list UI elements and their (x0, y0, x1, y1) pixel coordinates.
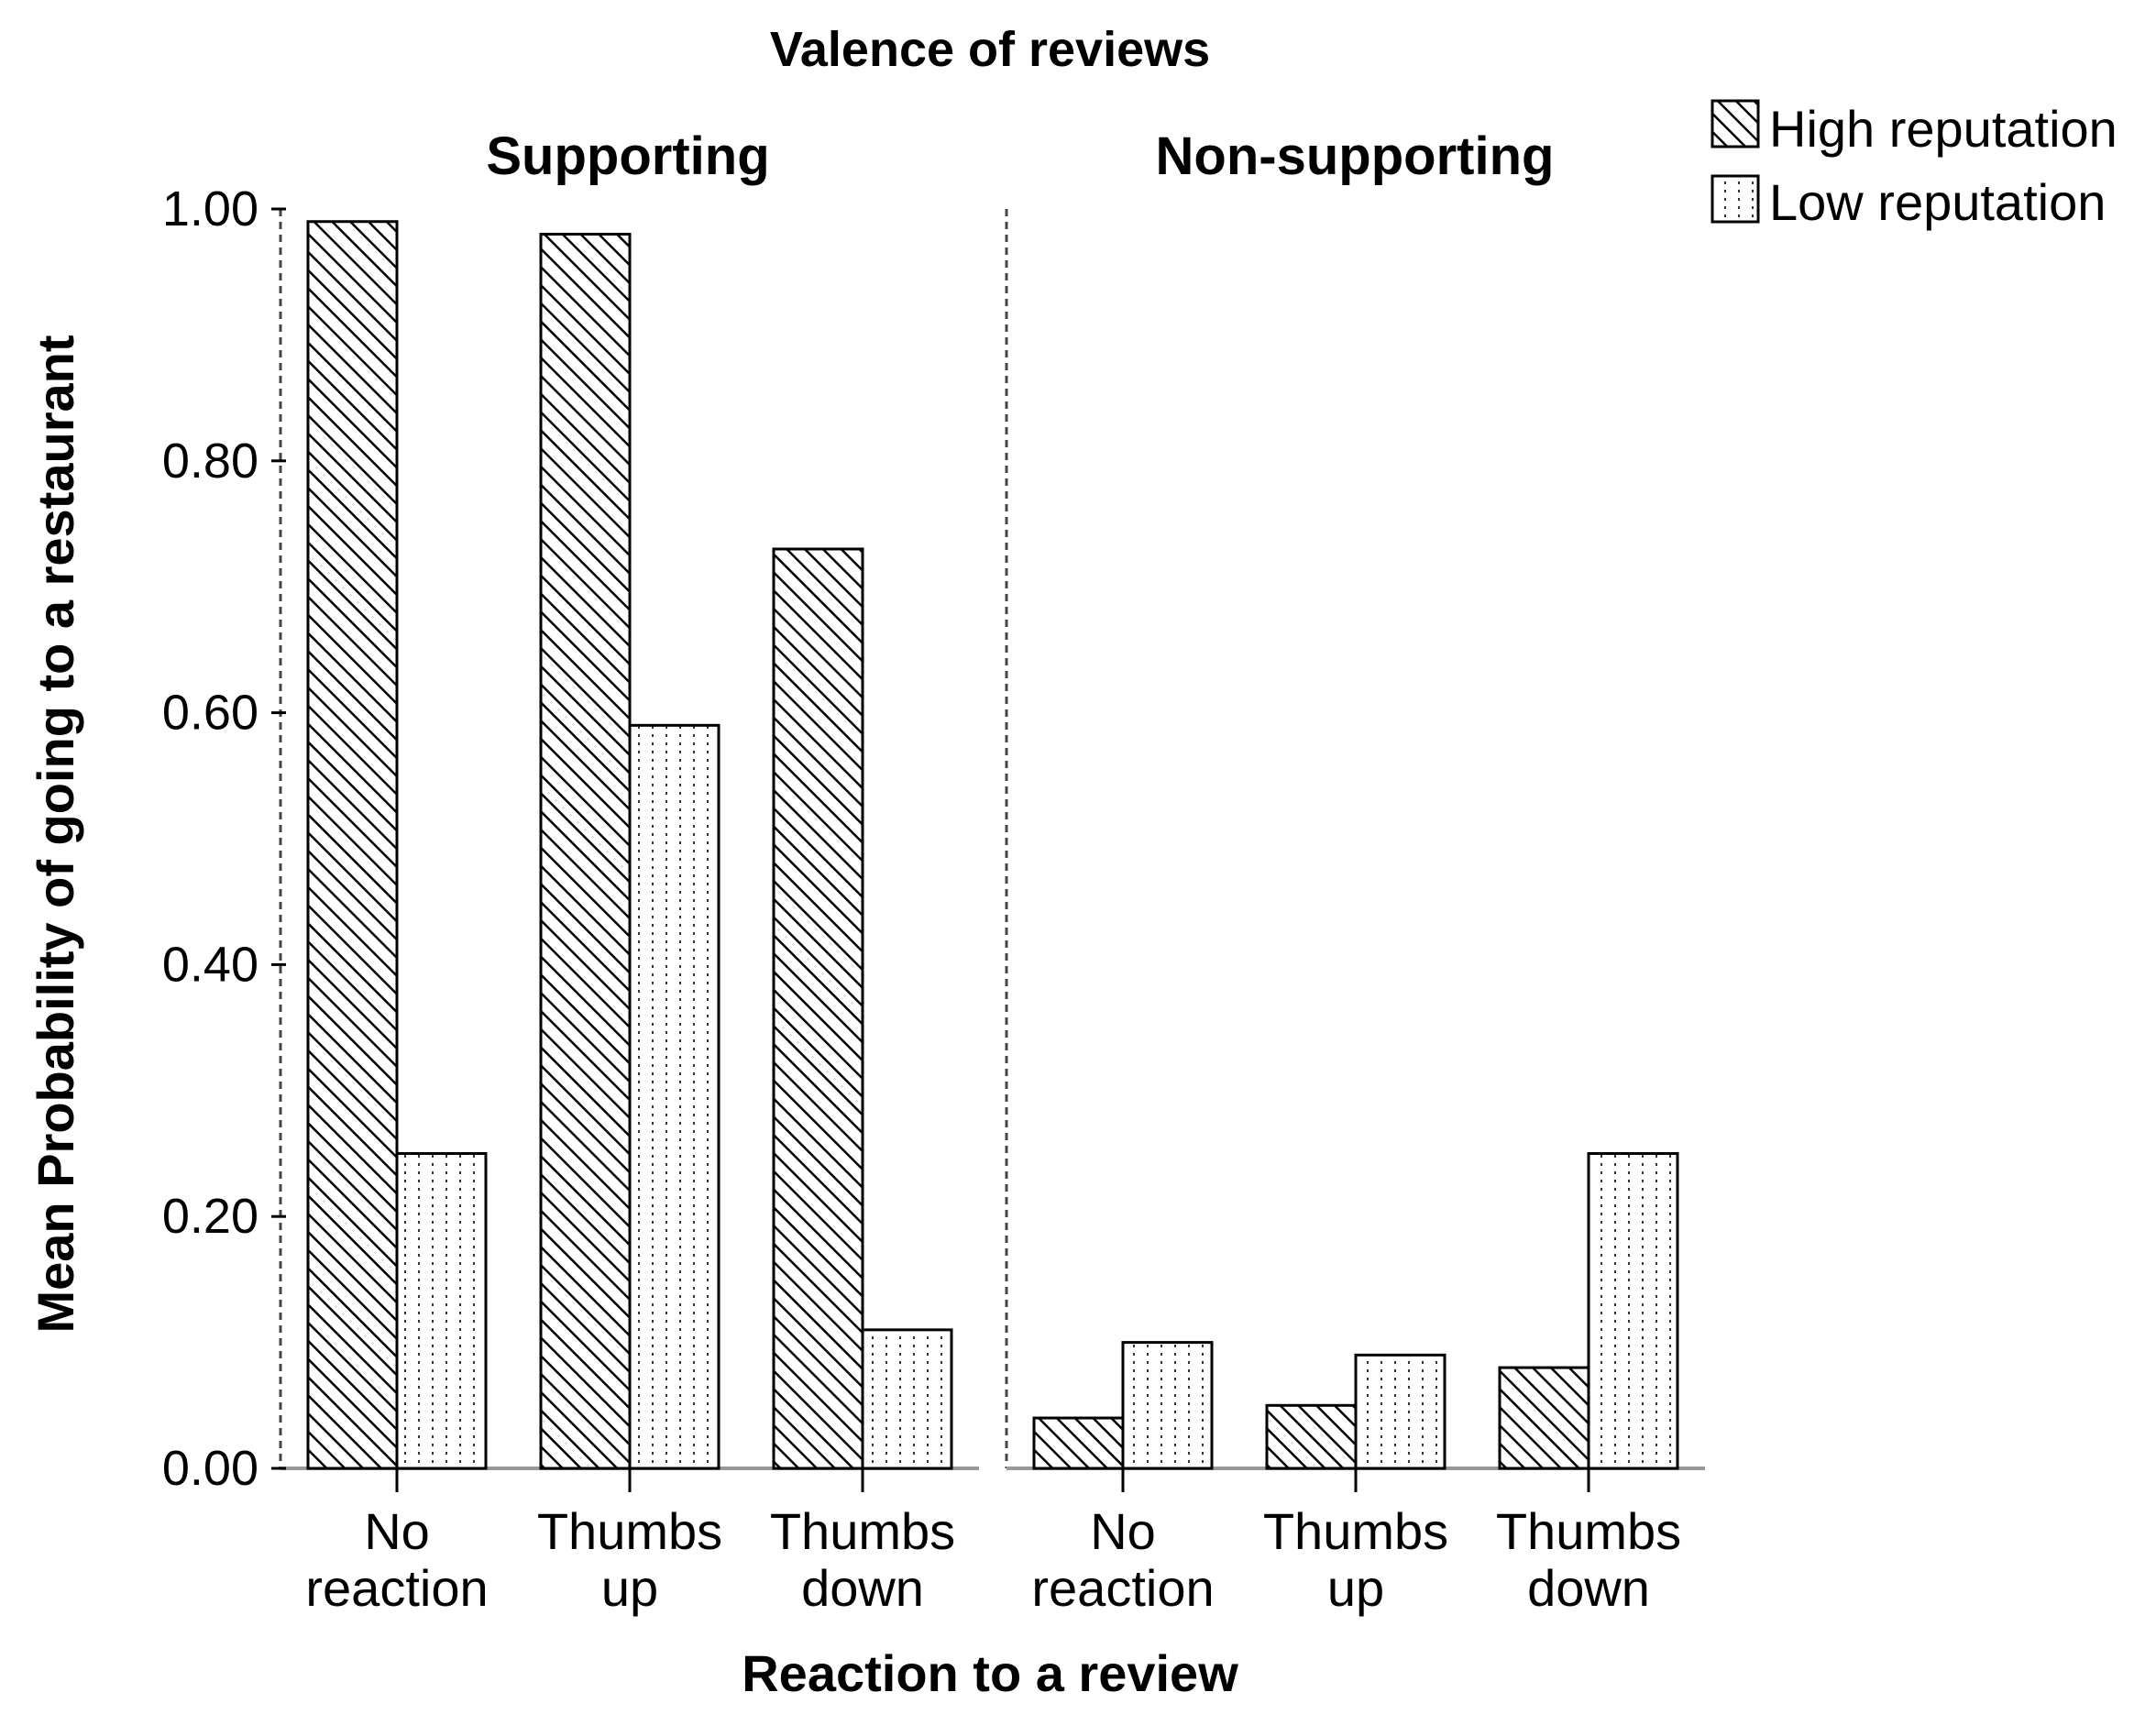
bar-low-reputation (395, 1152, 488, 1470)
panel-title-supporting: Supporting (486, 126, 769, 186)
x-ticks: NoreactionThumbsupThumbsdownNoreactionTh… (305, 1468, 1681, 1617)
bar-high-reputation (1032, 1416, 1125, 1470)
x-tick-label: reaction (305, 1559, 488, 1617)
y-axis-label: Mean Probability of going to a restauran… (27, 335, 84, 1334)
y-tick-label: 0.40 (162, 937, 258, 992)
x-tick-label: reaction (1031, 1559, 1214, 1617)
y-tick-label: 0.00 (162, 1441, 258, 1496)
x-tick-label: Thumbs (537, 1502, 722, 1560)
x-axis-label: Reaction to a review (742, 1644, 1238, 1702)
bar-high-reputation (772, 547, 864, 1470)
bar-high-reputation (1265, 1403, 1358, 1470)
bar-high-reputation (306, 220, 399, 1470)
y-tick-label: 0.60 (162, 686, 258, 741)
y-tick-label: 1.00 (162, 181, 258, 236)
bar-low-reputation (1121, 1341, 1214, 1470)
chart-title: Valence of reviews (770, 22, 1210, 77)
legend-label-high-reputation: High reputation (1769, 100, 2118, 158)
x-tick-label: up (1327, 1559, 1384, 1617)
x-tick-label: No (1090, 1502, 1156, 1560)
x-tick-label: Thumbs (1263, 1502, 1448, 1560)
bars (306, 220, 1679, 1470)
y-ticks: 0.00 0.20 0.40 0.60 0.80 1.00 (162, 181, 286, 1496)
y-tick-label: 0.20 (162, 1189, 258, 1244)
bar-low-reputation (628, 723, 720, 1470)
y-tick-label: 0.80 (162, 434, 258, 489)
x-tick-label: No (364, 1502, 430, 1560)
x-tick-label: down (1527, 1559, 1650, 1617)
legend-swatch-low-reputation (1710, 174, 1760, 224)
x-tick-label: Thumbs (770, 1502, 955, 1560)
x-tick-label: up (601, 1559, 658, 1617)
bar-high-reputation (1498, 1366, 1590, 1470)
bar-low-reputation (1587, 1152, 1679, 1470)
bar-low-reputation (861, 1328, 953, 1470)
legend-label-low-reputation: Low reputation (1769, 173, 2106, 231)
x-tick-label: Thumbs (1496, 1502, 1681, 1560)
legend-swatch-high-reputation (1710, 99, 1760, 148)
panel-title-non-supporting: Non-supporting (1156, 126, 1555, 186)
bar-low-reputation (1354, 1353, 1446, 1470)
bar-high-reputation (539, 232, 632, 1470)
legend: High reputation Low reputation (1710, 99, 2118, 231)
x-tick-label: down (801, 1559, 924, 1617)
